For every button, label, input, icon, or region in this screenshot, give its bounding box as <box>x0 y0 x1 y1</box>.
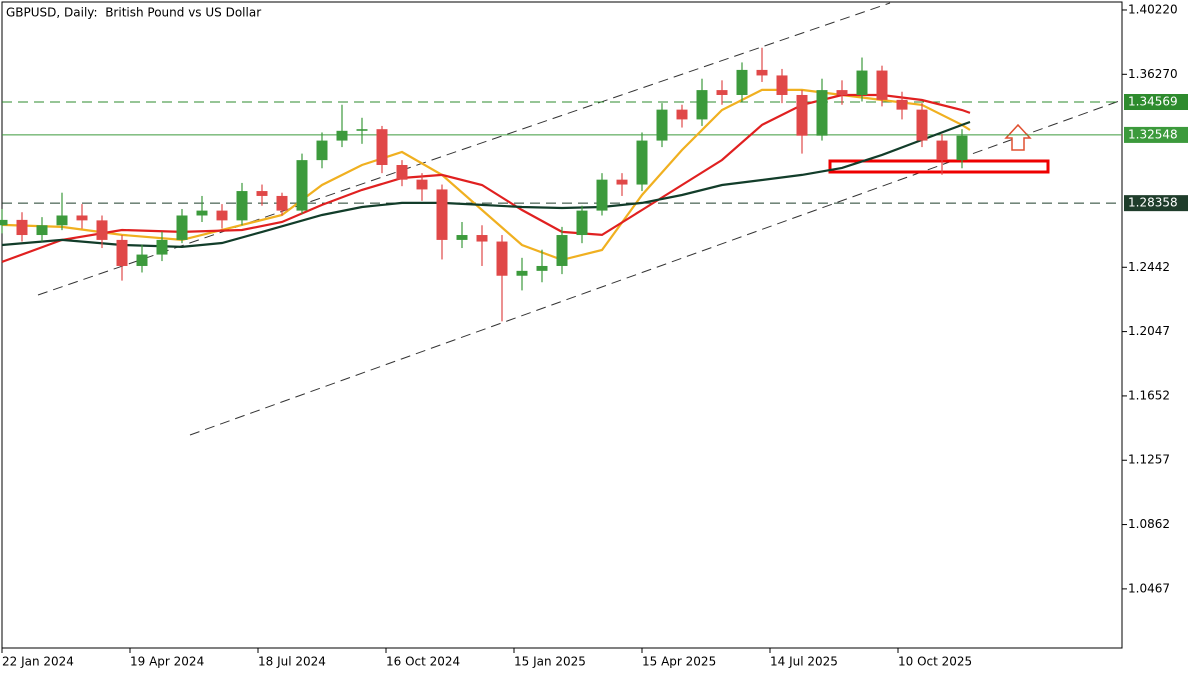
candle-body <box>256 191 268 196</box>
candle-body <box>396 165 408 180</box>
candle-body <box>56 215 68 226</box>
x-tick-label: 16 Oct 2024 <box>386 655 460 669</box>
candle-body <box>296 160 308 211</box>
y-tick-label: 1.36270 <box>1128 67 1178 81</box>
y-tick-label: 1.0467 <box>1128 581 1170 595</box>
candle-body <box>776 75 788 95</box>
x-tick-label: 15 Apr 2025 <box>642 655 716 669</box>
candle-body <box>376 129 388 166</box>
candle-body <box>516 270 528 276</box>
candle-body <box>316 140 328 161</box>
candle-body <box>836 90 848 95</box>
candle-body <box>416 179 428 190</box>
y-tick-label: 1.1257 <box>1128 453 1170 467</box>
candle-body <box>476 235 488 242</box>
x-tick-label: 14 Jul 2025 <box>770 655 838 669</box>
candle-body <box>736 69 748 95</box>
candle-body <box>596 179 608 211</box>
candle-body <box>236 191 248 221</box>
candle-body <box>216 210 228 221</box>
candle-body <box>536 265 548 271</box>
chart-title: GBPUSD, Daily: British Pound vs US Dolla… <box>6 6 261 20</box>
price-level-box <box>1124 195 1188 212</box>
candle-body <box>76 215 88 221</box>
moving-average <box>1 120 971 249</box>
candle-body <box>956 135 968 161</box>
candle-body <box>676 109 688 120</box>
price-level-box <box>1124 126 1188 143</box>
candle-body <box>656 109 668 141</box>
candle-body <box>756 69 768 76</box>
candle-body <box>916 109 928 141</box>
y-tick-label: 1.0862 <box>1128 517 1170 531</box>
x-tick-label: 15 Jan 2025 <box>514 655 586 669</box>
plot-frame <box>1 1 1123 649</box>
candle-body <box>856 70 868 95</box>
candle-body <box>576 210 588 236</box>
candle-body <box>136 254 148 266</box>
candle-body <box>336 130 348 141</box>
candle-body <box>896 99 908 110</box>
candle-body <box>196 210 208 216</box>
support-box <box>828 159 1050 174</box>
candle-body <box>456 235 468 240</box>
y-tick-label: 1.1652 <box>1128 388 1170 402</box>
candle-body <box>816 90 828 136</box>
candle-body <box>696 90 708 120</box>
candle-body <box>176 215 188 240</box>
candle-body <box>156 239 168 255</box>
moving-average <box>1 93 971 263</box>
y-tick-label: 1.40220 <box>1128 2 1178 16</box>
candle-body <box>616 179 628 185</box>
candle-body <box>436 189 448 240</box>
candle-body <box>96 220 108 240</box>
candle-body <box>36 225 48 236</box>
x-tick-label: 19 Apr 2024 <box>130 655 204 669</box>
candle-body <box>116 239 128 266</box>
x-tick-label: 10 Oct 2025 <box>898 655 972 669</box>
candle-body <box>636 140 648 185</box>
x-tick-label: 22 Jan 2024 <box>2 655 74 669</box>
candle-body <box>876 70 888 100</box>
candle-body <box>796 94 808 136</box>
candle-body <box>356 129 368 131</box>
candle-body <box>276 195 288 211</box>
x-tick-label: 18 Jul 2024 <box>258 655 326 669</box>
price-level-label: 1.34569 <box>1128 95 1178 109</box>
candle-body <box>496 241 508 276</box>
candle-body <box>556 235 568 266</box>
y-tick-label: 1.2047 <box>1128 324 1170 338</box>
candle-body <box>716 90 728 95</box>
candle-body <box>16 219 28 236</box>
price-level-label: 1.32548 <box>1128 127 1178 141</box>
candle-body <box>0 219 8 226</box>
y-tick-label: 1.2442 <box>1128 260 1170 274</box>
price-level-label: 1.28358 <box>1128 196 1178 210</box>
candle-body <box>936 140 948 161</box>
up-arrow <box>1004 123 1032 151</box>
price-level-box <box>1124 94 1188 111</box>
